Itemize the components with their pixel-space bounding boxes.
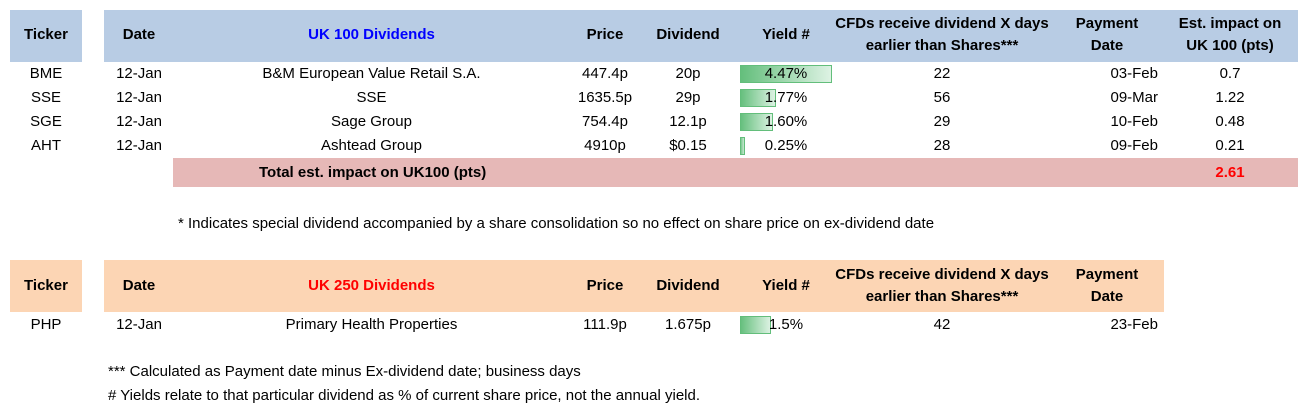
uk100-header-price: Price — [586, 26, 624, 43]
cell-dividend: 29p — [675, 89, 701, 106]
uk250-ticker-header-bg — [10, 260, 82, 312]
footnote-calculation: *** Calculated as Payment date minus Ex-… — [108, 363, 581, 380]
cell-payment: 09-Feb — [1110, 137, 1158, 154]
cell-yield: 1.5% — [768, 316, 804, 333]
uk250-header-payment-line1: Payment — [1075, 266, 1139, 283]
cell-cfd-days: 22 — [933, 65, 951, 82]
cell-impact: 0.48 — [1215, 113, 1245, 130]
cell-cfd-days: 29 — [933, 113, 951, 130]
cell-price: 4910p — [584, 137, 626, 154]
uk100-total-bar — [173, 158, 1298, 187]
yield-databar: 0.25% — [740, 137, 832, 155]
yield-databar-fill — [740, 113, 773, 131]
yield-databar-fill — [740, 316, 771, 334]
cell-date: 12-Jan — [116, 316, 162, 333]
uk250-header-date: Date — [122, 277, 156, 294]
cell-dividend: $0.15 — [669, 137, 707, 154]
cell-yield: 4.47% — [764, 65, 808, 82]
cell-impact: 1.22 — [1215, 89, 1245, 106]
cell-price: 111.9p — [583, 316, 627, 333]
uk250-header-dividend: Dividend — [656, 277, 720, 294]
cell-date: 12-Jan — [116, 65, 162, 82]
cell-date: 12-Jan — [116, 113, 162, 130]
uk250-header-price: Price — [586, 277, 624, 294]
cell-dividend: 20p — [675, 65, 701, 82]
cell-name: Primary Health Properties — [285, 316, 458, 333]
uk100-header-dividend: Dividend — [656, 26, 720, 43]
cell-name: Sage Group — [331, 113, 412, 130]
uk250-header-yield: Yield # — [762, 277, 810, 294]
yield-databar-fill — [740, 89, 776, 107]
uk100-title: UK 100 Dividends — [308, 26, 435, 43]
uk100-header-payment-line2: Date — [1090, 37, 1124, 54]
uk100-ticker-header-bg — [10, 10, 82, 62]
cell-yield: 1.60% — [764, 113, 808, 130]
uk250-header-ticker: Ticker — [24, 277, 68, 294]
cell-payment: 03-Feb — [1110, 65, 1158, 82]
cell-cfd-days: 56 — [933, 89, 951, 106]
uk100-header-cfd-line2: earlier than Shares*** — [865, 37, 1019, 54]
yield-databar: 1.60% — [740, 113, 832, 131]
uk100-header-cfd-line1: CFDs receive dividend X days — [835, 15, 1049, 32]
uk100-header-date: Date — [122, 26, 156, 43]
cell-ticker: PHP — [30, 316, 62, 333]
uk250-title: UK 250 Dividends — [308, 277, 435, 294]
cell-price: 447.4p — [582, 65, 628, 82]
uk100-header-impact-line2: UK 100 (pts) — [1186, 37, 1274, 54]
yield-databar: 1.77% — [740, 89, 832, 107]
footnote-yields: # Yields relate to that particular divid… — [108, 387, 701, 404]
cell-cfd-days: 28 — [933, 137, 951, 154]
cell-yield: 0.25% — [764, 137, 808, 154]
cell-name: SSE — [356, 89, 387, 106]
cell-date: 12-Jan — [116, 89, 162, 106]
cell-payment: 10-Feb — [1110, 113, 1158, 130]
cell-price: 754.4p — [582, 113, 628, 130]
cell-payment: 23-Feb — [1110, 316, 1158, 333]
cell-payment: 09-Mar — [1110, 89, 1158, 106]
uk100-header-payment-line1: Payment — [1075, 15, 1139, 32]
cell-dividend: 1.675p — [665, 316, 711, 333]
cell-impact: 0.21 — [1215, 137, 1245, 154]
cell-ticker: AHT — [31, 137, 61, 154]
cell-date: 12-Jan — [116, 137, 162, 154]
cell-ticker: SSE — [30, 89, 61, 106]
uk250-header-payment-line2: Date — [1090, 288, 1124, 305]
uk100-header-impact-line1: Est. impact on — [1178, 15, 1282, 32]
cell-yield: 1.77% — [764, 89, 808, 106]
special-dividend-note: * Indicates special dividend accompanied… — [178, 215, 935, 232]
uk250-header-cfd-line2: earlier than Shares*** — [865, 288, 1019, 305]
yield-databar: 1.5% — [740, 316, 832, 334]
yield-databar-fill — [740, 137, 745, 155]
yield-databar: 4.47% — [740, 65, 832, 83]
cell-name: B&M European Value Retail S.A. — [262, 65, 481, 82]
yield-databar-border — [740, 137, 745, 155]
uk100-header-ticker: Ticker — [24, 26, 68, 43]
cell-impact: 0.7 — [1219, 65, 1241, 82]
uk100-header-bg — [104, 10, 1298, 62]
cell-price: 1635.5p — [577, 89, 633, 106]
cell-name: Ashtead Group — [321, 137, 422, 154]
yield-databar-border — [740, 113, 773, 131]
yield-databar-border — [740, 316, 771, 334]
cell-ticker: SGE — [30, 113, 62, 130]
cell-cfd-days: 42 — [933, 316, 951, 333]
uk100-total-label: Total est. impact on UK100 (pts) — [259, 164, 487, 181]
yield-databar-border — [740, 89, 776, 107]
cell-ticker: BME — [29, 65, 63, 82]
cell-dividend: 12.1p — [669, 113, 707, 130]
yield-databar-border — [740, 65, 832, 83]
uk250-header-cfd-line1: CFDs receive dividend X days — [835, 266, 1049, 283]
uk100-header-yield: Yield # — [762, 26, 810, 43]
uk100-total-value: 2.61 — [1215, 164, 1245, 181]
uk250-header-bg — [104, 260, 1164, 312]
yield-databar-fill — [740, 65, 832, 83]
